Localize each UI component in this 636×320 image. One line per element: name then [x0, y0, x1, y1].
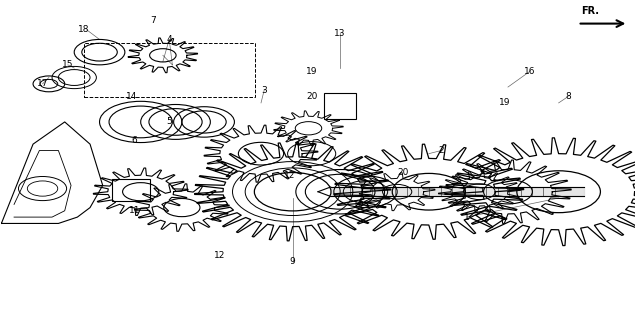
Bar — [84, 43, 254, 97]
Text: 19: 19 — [499, 99, 511, 108]
Text: 1: 1 — [464, 212, 469, 222]
Text: 5: 5 — [167, 117, 172, 126]
Text: 10: 10 — [354, 200, 365, 209]
Text: 15: 15 — [62, 60, 74, 69]
Text: 13: 13 — [335, 28, 346, 38]
Text: 4: 4 — [167, 35, 172, 44]
Text: 8: 8 — [565, 92, 571, 101]
Text: 18: 18 — [78, 25, 90, 35]
Text: 20: 20 — [306, 92, 317, 101]
Bar — [112, 179, 150, 201]
Text: 3: 3 — [261, 86, 267, 95]
Text: 11: 11 — [128, 206, 140, 215]
Text: 6: 6 — [132, 136, 137, 146]
Text: 2: 2 — [439, 146, 445, 155]
Text: 17: 17 — [37, 79, 48, 88]
Bar — [324, 93, 356, 119]
Text: 9: 9 — [290, 257, 296, 266]
Text: 12: 12 — [284, 172, 295, 180]
Text: 14: 14 — [125, 92, 137, 101]
Text: 20: 20 — [398, 168, 409, 177]
Text: 19: 19 — [306, 67, 317, 76]
Text: 12: 12 — [214, 251, 226, 260]
Text: 16: 16 — [524, 67, 536, 76]
Text: 7: 7 — [151, 16, 156, 25]
Text: FR.: FR. — [581, 6, 598, 16]
